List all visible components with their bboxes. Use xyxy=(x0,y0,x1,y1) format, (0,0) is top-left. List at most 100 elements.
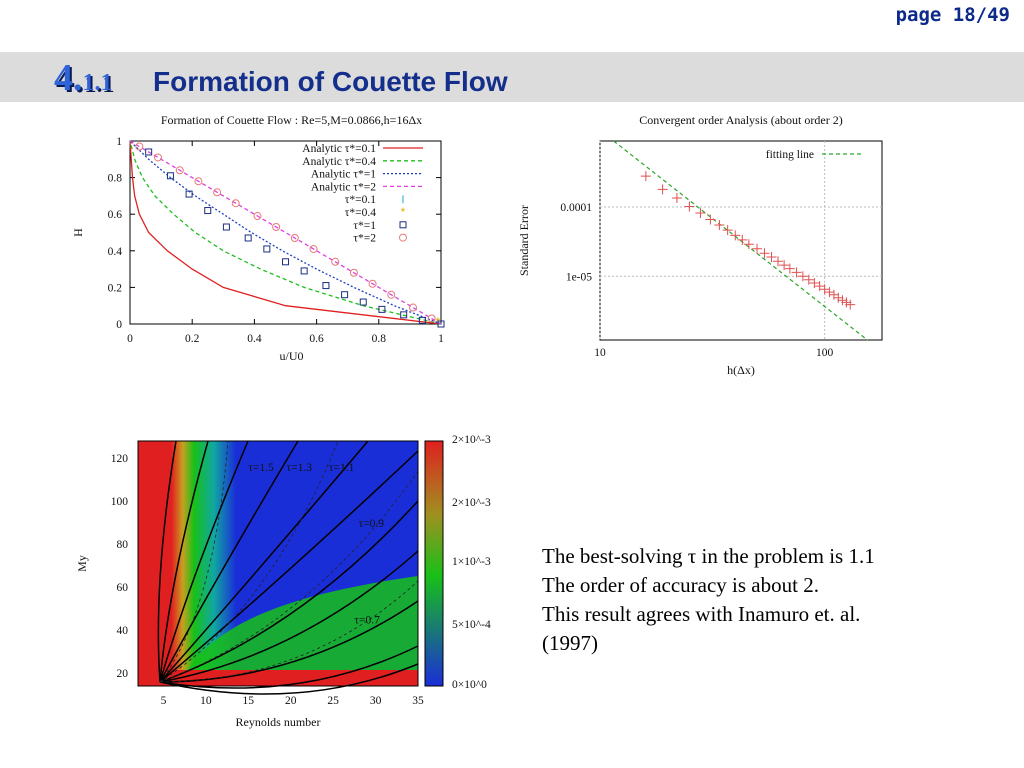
y-axis-label: H xyxy=(71,228,85,237)
result-line: The best-solving τ in the problem is 1.1 xyxy=(542,544,875,568)
data-marker xyxy=(418,316,426,324)
data-marker xyxy=(814,281,825,292)
data-marker xyxy=(730,230,741,241)
data-marker xyxy=(743,239,754,250)
y-tick-label: 80 xyxy=(117,539,129,551)
page-title: Formation of Couette Flow xyxy=(153,66,508,97)
data-marker xyxy=(213,188,222,197)
data-marker xyxy=(773,256,784,267)
result-line: This result agrees with Inamuro et. al. xyxy=(542,602,861,626)
contour-line xyxy=(159,600,419,683)
x-tick-label: 15 xyxy=(243,695,255,707)
y-axis-label: My xyxy=(75,555,89,572)
legend-label: τ*=0.1 xyxy=(345,194,376,206)
data-marker xyxy=(222,223,230,231)
colorbar-tick-label: 2×10^-3 xyxy=(452,497,491,509)
plot-frame xyxy=(137,440,419,687)
contour-label: τ=1.1 xyxy=(329,462,355,474)
x-tick-label: 0.2 xyxy=(185,333,200,345)
data-marker xyxy=(359,298,367,306)
heatmap-bottom-band xyxy=(138,670,418,686)
contour-line xyxy=(157,440,177,683)
x-tick-label: 5 xyxy=(161,695,167,707)
legend-swatch xyxy=(399,233,407,242)
data-marker xyxy=(833,292,844,303)
y-tick-label: 0.8 xyxy=(108,173,123,185)
legend-label: τ*=2 xyxy=(353,233,376,245)
data-marker xyxy=(135,142,144,151)
data-marker xyxy=(809,277,820,288)
legend-label: Analytic τ*=0.1 xyxy=(302,143,376,155)
data-marker xyxy=(387,290,396,299)
series-line xyxy=(129,140,442,325)
x-tick-label: 20 xyxy=(285,695,297,707)
colorbar-tick-label: 2×10^-3 xyxy=(452,434,491,446)
contour-line xyxy=(159,440,299,683)
data-marker xyxy=(194,177,203,186)
data-marker xyxy=(684,201,695,212)
y-tick-label: 0.0001 xyxy=(560,202,592,214)
data-marker xyxy=(640,171,651,182)
contour-line xyxy=(159,440,369,683)
x-tick-label: 0.6 xyxy=(309,333,324,345)
x-tick-label: 0.4 xyxy=(247,333,262,345)
y-tick-label: 120 xyxy=(111,453,129,465)
data-marker xyxy=(837,295,848,306)
result-line: The order of accuracy is about 2. xyxy=(542,573,819,597)
data-marker xyxy=(145,148,153,156)
plot-frame xyxy=(129,140,442,325)
data-marker xyxy=(290,233,299,242)
fitting-line xyxy=(613,140,868,341)
legend-label: fitting line xyxy=(766,149,814,161)
contour-label: τ=1.3 xyxy=(286,462,312,474)
data-marker xyxy=(175,166,184,175)
legend-label: Analytic τ*=0.4 xyxy=(302,156,376,168)
contour-label: τ=0.7 xyxy=(354,615,380,627)
contour-label: τ=1.5 xyxy=(248,462,274,474)
colorbar-tick-label: 0×10^0 xyxy=(452,679,487,691)
x-tick-label: 0 xyxy=(127,333,133,345)
data-marker xyxy=(737,234,748,245)
contour-line-dashed xyxy=(159,440,229,683)
legend-swatch xyxy=(399,221,407,229)
chart-title: Formation of Couette Flow : Re=5,M=0.086… xyxy=(161,113,422,127)
y-tick-label: 0.2 xyxy=(108,282,123,294)
y-tick-label: 0.6 xyxy=(108,209,123,221)
y-tick-label: 1 xyxy=(116,136,122,148)
data-marker xyxy=(671,193,682,204)
legend-label: Analytic τ*=2 xyxy=(311,181,376,193)
data-marker xyxy=(695,208,706,219)
section-number-minor: 1.1 xyxy=(82,70,113,96)
data-marker xyxy=(400,311,408,319)
data-marker xyxy=(766,251,777,262)
data-marker xyxy=(282,258,289,266)
series-line xyxy=(129,140,442,325)
data-marker xyxy=(322,282,330,290)
colorbar-tick-label: 1×10^-3 xyxy=(452,556,491,568)
data-marker xyxy=(368,279,377,288)
legend-swatch: * xyxy=(401,205,406,219)
legend-label: Analytic τ*=1 xyxy=(311,169,376,181)
legend-label: τ*=0.4 xyxy=(345,207,376,219)
y-tick-label: 40 xyxy=(117,625,129,637)
x-tick-label: 35 xyxy=(412,695,424,707)
contour-line xyxy=(159,440,249,683)
result-line: (1997) xyxy=(542,631,598,655)
x-axis-label: Reynolds number xyxy=(236,715,321,729)
data-marker xyxy=(437,320,445,328)
x-tick-label: 0.8 xyxy=(372,333,387,345)
x-axis-label: u/U0 xyxy=(280,349,304,363)
data-marker xyxy=(722,225,733,236)
x-axis-label: h(Δx) xyxy=(727,363,755,377)
contour-label: τ=0.9 xyxy=(359,518,385,530)
data-marker xyxy=(153,153,162,162)
data-marker xyxy=(759,248,770,259)
y-axis-label: Standard Error xyxy=(517,205,531,276)
data-marker xyxy=(166,172,174,180)
x-tick-label: 10 xyxy=(200,695,212,707)
y-tick-label: 20 xyxy=(117,668,129,680)
section-number-major: 4. xyxy=(54,57,83,99)
result-text: The best-solving τ in the problem is 1.1… xyxy=(542,542,982,658)
data-marker xyxy=(231,199,240,208)
